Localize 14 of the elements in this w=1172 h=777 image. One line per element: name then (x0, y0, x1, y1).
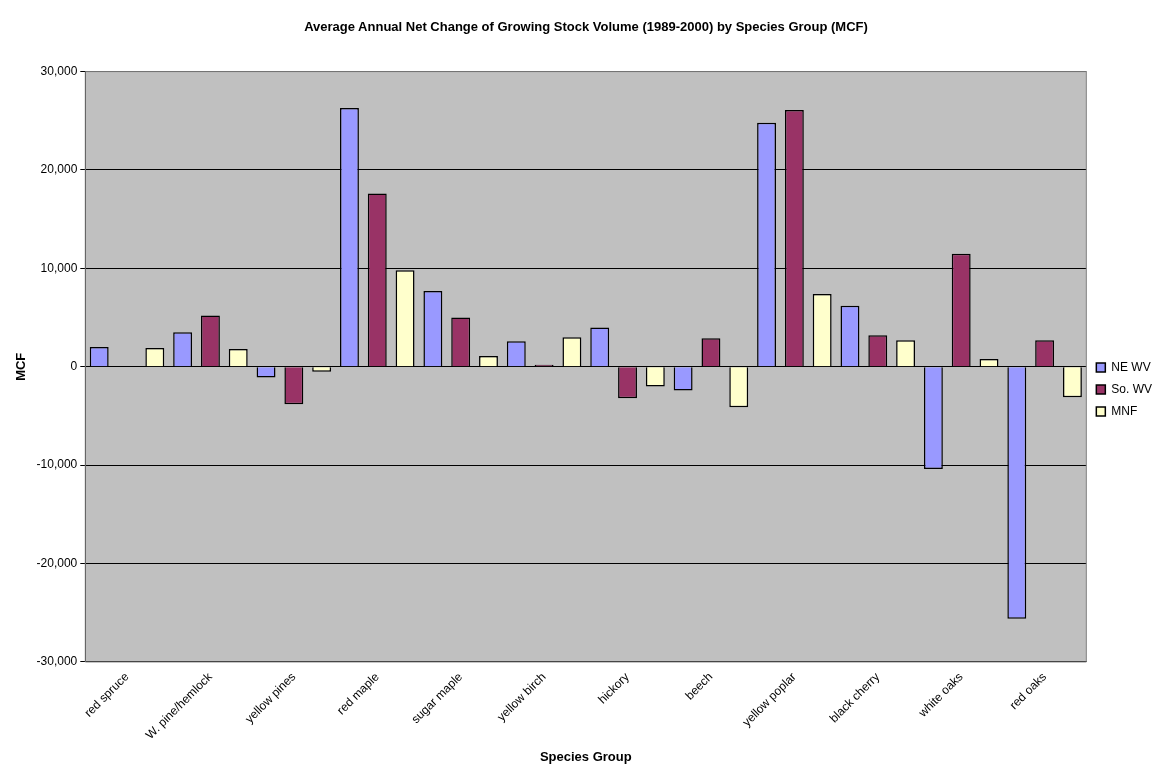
legend-label: NE WV (1111, 359, 1151, 374)
legend-label: So. WV (1111, 381, 1153, 396)
y-tick-label: -30,000 (36, 654, 78, 669)
y-tick-label: -20,000 (36, 555, 78, 570)
chart-title: Average Annual Net Change of Growing Stock Volume (1989-2000) by Species Group (MCF) (304, 19, 868, 35)
y-tick-label: 20,000 (40, 162, 78, 177)
legend-label: MNF (1111, 403, 1138, 418)
y-tick-label: -10,000 (36, 457, 78, 472)
y-axis-title: MCF (13, 352, 29, 381)
x-tick-label: red oaks (1006, 669, 1050, 713)
y-tick-label: 10,000 (40, 260, 78, 275)
y-tick-label: 0 (70, 359, 78, 374)
y-tick-label: 30,000 (40, 63, 78, 78)
x-axis-title: Species Group (539, 748, 632, 764)
